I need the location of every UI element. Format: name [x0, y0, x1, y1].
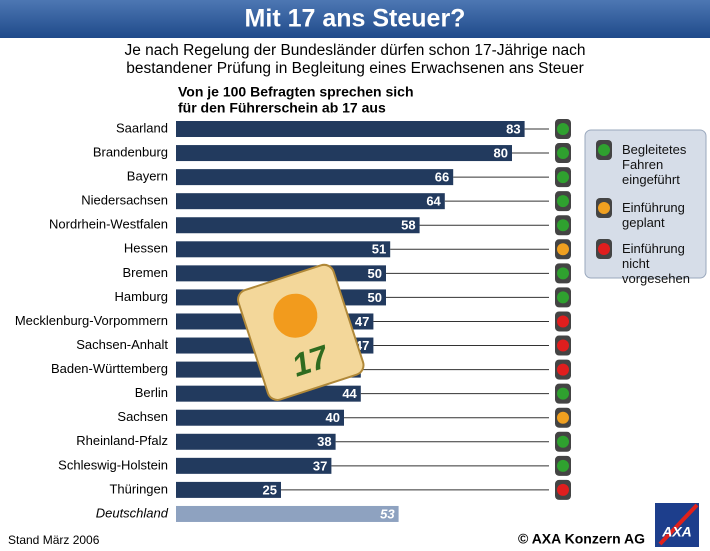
footer-left: Stand März 2006 [8, 533, 100, 547]
value-label: 53 [380, 506, 395, 521]
category-label: Niedersachsen [81, 193, 168, 208]
value-label: 80 [494, 145, 508, 160]
light [557, 219, 569, 232]
value-label: 51 [372, 242, 386, 257]
value-label: 50 [368, 290, 382, 305]
category-label: Sachsen-Anhalt [76, 337, 168, 352]
value-label: 25 [263, 482, 277, 497]
bar [176, 409, 344, 426]
light [557, 435, 569, 448]
category-label: Mecklenburg-Vorpommern [15, 313, 168, 328]
light [557, 339, 569, 352]
bar [176, 169, 454, 186]
light [557, 267, 569, 280]
light [557, 411, 569, 424]
light [557, 291, 569, 304]
subtitle: Je nach Regelung der Bundesländer dürfen… [124, 42, 585, 59]
value-label: 83 [506, 121, 520, 136]
legend-box [584, 129, 707, 279]
bar [176, 145, 512, 162]
value-label: 44 [342, 386, 357, 401]
bar [176, 433, 336, 450]
light [557, 363, 569, 376]
category-label: Hessen [124, 241, 168, 256]
light [557, 483, 569, 496]
light [598, 144, 610, 156]
category-label: Saarland [116, 120, 168, 135]
bar [176, 457, 332, 474]
logo-stripe [658, 503, 699, 546]
light [557, 147, 569, 160]
bar [176, 121, 525, 137]
light [557, 387, 569, 400]
value-label: 64 [426, 194, 441, 209]
category-label: Rheinland-Pfalz [76, 433, 168, 448]
category-label: Bayern [127, 169, 168, 184]
light [598, 202, 610, 214]
category-label: Thüringen [109, 481, 168, 496]
smiley [273, 293, 318, 338]
category-label: Deutschland [96, 505, 169, 520]
category-label: Hamburg [115, 289, 168, 304]
chart-title: Mit 17 ans Steuer? [245, 5, 466, 33]
subtitle: bestandener Prüfung in Begleitung eines … [126, 60, 584, 77]
light [598, 243, 610, 255]
value-label: 38 [317, 434, 331, 449]
category-label: Baden-Württemberg [51, 361, 168, 376]
value-label: 58 [401, 218, 415, 233]
legend-label: Begleitetes Fahren eingeführt [622, 142, 687, 187]
logo-text: AXA [661, 524, 692, 540]
legend-label: Einführung nicht vorgesehen [622, 241, 690, 286]
key-tag: 17 [237, 263, 365, 401]
bar [176, 193, 445, 210]
light [557, 171, 569, 184]
light [557, 315, 569, 328]
light [557, 195, 569, 208]
bar [176, 241, 391, 258]
category-label: Bremen [122, 265, 168, 280]
category-label: Nordrhein-Westfalen [49, 217, 168, 232]
bar [176, 217, 420, 234]
light [557, 459, 569, 472]
footer-right: © AXA Konzern AG [518, 531, 645, 547]
value-label: 50 [368, 266, 382, 281]
legend-label: Einführung geplant [622, 200, 685, 230]
category-label: Berlin [135, 385, 168, 400]
category-label: Brandenburg [93, 144, 168, 159]
title-bar [0, 0, 710, 38]
light [557, 123, 569, 135]
axis-label: für den Führerschein ab 17 aus [178, 100, 386, 116]
value-label: 47 [355, 314, 369, 329]
category-label: Schleswig-Holstein [58, 457, 168, 472]
bar [176, 505, 399, 522]
axis-label: Von je 100 Befragten sprechen sich [178, 84, 414, 100]
light [557, 243, 569, 256]
value-label: 37 [313, 458, 327, 473]
value-label: 66 [435, 170, 449, 185]
bar [176, 481, 281, 498]
value-label: 40 [326, 410, 340, 425]
category-label: Sachsen [117, 409, 168, 424]
